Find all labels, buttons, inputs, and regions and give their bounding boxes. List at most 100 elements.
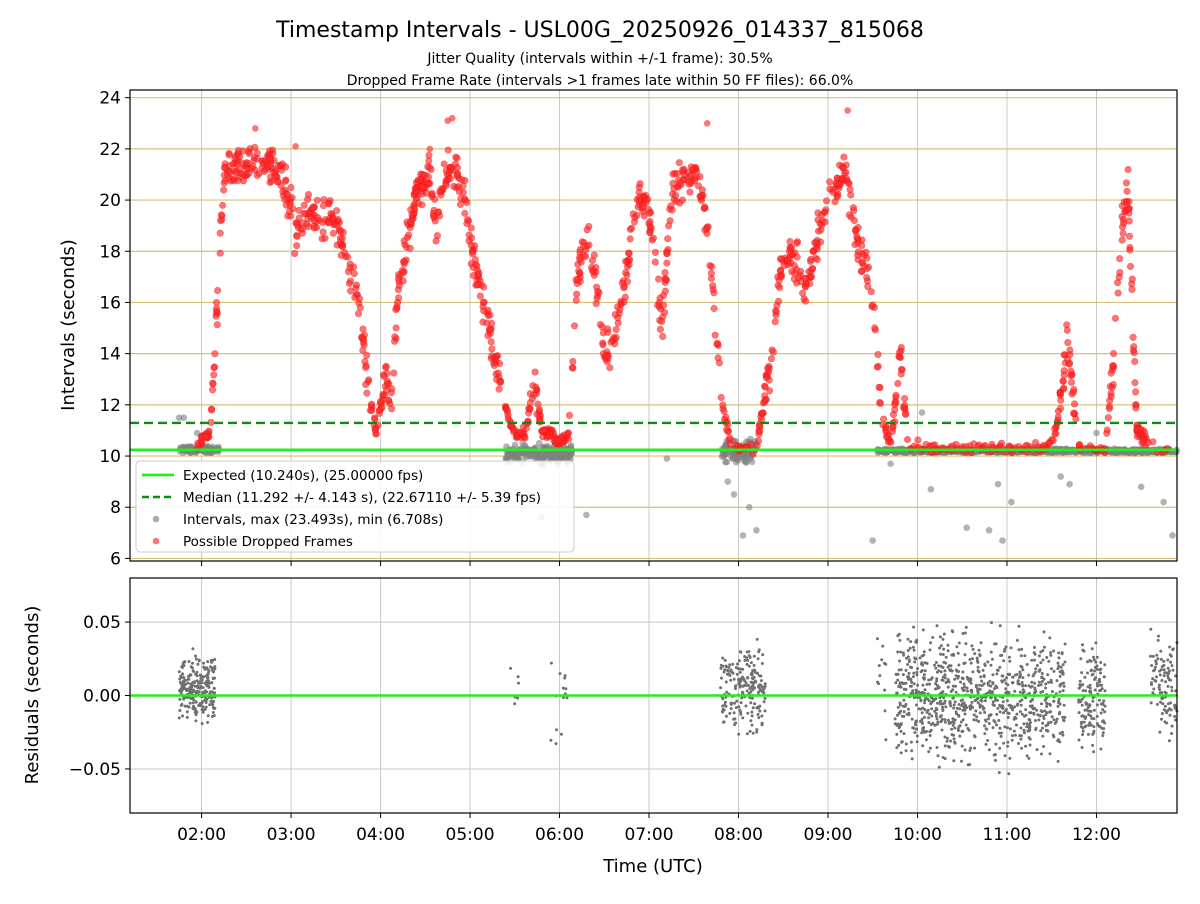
residual-point	[728, 663, 732, 667]
residuals-series	[177, 621, 1179, 776]
residual-point	[902, 698, 906, 702]
residual-point	[1161, 696, 1165, 700]
residual-point	[951, 717, 955, 721]
residual-point	[1056, 667, 1060, 671]
residual-point	[1040, 726, 1044, 730]
dropped-frame-point	[901, 410, 910, 418]
residual-point	[980, 696, 984, 700]
x-tick-label-02:00: 02:00	[177, 825, 226, 845]
residual-point	[1007, 712, 1011, 715]
residual-point	[1044, 682, 1048, 686]
residual-point	[1020, 698, 1024, 702]
residual-point	[943, 673, 947, 677]
residual-point	[962, 682, 966, 686]
residual-point	[760, 662, 764, 665]
residual-point	[991, 681, 995, 685]
dropped-frame-point	[1122, 179, 1130, 187]
residual-point	[1041, 649, 1045, 653]
residual-point	[1017, 648, 1021, 652]
residual-point	[992, 719, 996, 723]
residual-point	[906, 649, 910, 652]
dropped-frame-point	[319, 202, 328, 210]
residual-point	[971, 706, 975, 709]
residual-point	[1165, 721, 1169, 725]
dropped-frame-point	[981, 441, 989, 450]
residual-point	[198, 686, 202, 690]
dropped-frame-point	[788, 268, 796, 276]
dropped-frame-point	[852, 226, 860, 234]
dropped-frame-point	[321, 234, 329, 242]
dropped-frame-point	[1114, 289, 1122, 297]
residual-point	[1057, 699, 1061, 703]
dropped-frame-point	[267, 161, 275, 170]
residual-point	[921, 706, 925, 710]
dropped-frame-point	[569, 357, 577, 366]
dropped-frame-point	[590, 251, 598, 259]
residual-point	[909, 640, 913, 644]
dropped-frame-point	[325, 199, 333, 207]
residual-point	[189, 665, 193, 669]
residual-point	[902, 710, 906, 714]
residual-point	[994, 742, 998, 746]
residual-point	[953, 718, 957, 722]
dropped-frame-point	[813, 256, 821, 264]
residual-point	[1150, 664, 1154, 667]
dropped-frame-point	[719, 401, 727, 409]
residual-point	[208, 665, 212, 669]
dropped-frame-point	[461, 209, 469, 217]
dropped-frame-point	[835, 180, 844, 188]
dropped-frame-point	[1124, 165, 1132, 174]
dropped-frame-point	[483, 319, 491, 327]
dropped-frame-point	[425, 157, 433, 165]
dropped-frame-point	[516, 428, 524, 437]
intervals-frame	[129, 89, 1178, 562]
residual-point	[563, 676, 567, 680]
residual-point	[894, 681, 898, 685]
residual-point	[748, 696, 752, 700]
residual-point	[969, 689, 973, 692]
residual-point	[1017, 742, 1020, 745]
residual-point	[187, 674, 190, 678]
dropped-frame-point	[1131, 388, 1140, 396]
dropped-frame-point	[486, 325, 494, 333]
residual-point	[1041, 690, 1045, 693]
residual-point	[1166, 658, 1170, 662]
dropped-frame-point	[490, 362, 498, 370]
dropped-frame-point	[217, 211, 225, 219]
residual-point	[184, 682, 188, 686]
residual-point	[1081, 683, 1085, 687]
residual-point	[554, 742, 558, 746]
residual-point	[1098, 725, 1102, 728]
residual-point	[898, 638, 902, 642]
dropped-frame-point	[864, 282, 872, 291]
dropped-frame-point	[1105, 404, 1113, 413]
dropped-frame-point	[337, 251, 345, 259]
dropped-frame-point	[450, 182, 458, 190]
intervals-legend: Expected (10.240s), (25.00000 fps) Median…	[135, 460, 575, 553]
residual-point	[198, 673, 202, 677]
dropped-frame-point	[1072, 415, 1080, 423]
residual-point	[904, 668, 908, 672]
residual-point	[915, 734, 919, 738]
dropped-frame-point	[251, 143, 259, 151]
residual-point	[928, 712, 931, 716]
residual-point	[187, 660, 191, 663]
residual-point	[922, 726, 926, 730]
residual-point	[975, 718, 978, 722]
residual-point	[953, 700, 957, 704]
residual-point	[961, 670, 965, 674]
residual-point	[900, 740, 904, 744]
interval-point-outlier	[994, 480, 1002, 488]
dropped-frame-point	[858, 259, 867, 267]
residual-point	[978, 703, 982, 707]
residual-point	[1042, 745, 1046, 748]
residual-point	[1006, 726, 1009, 730]
residual-point	[911, 645, 915, 649]
residual-point	[976, 687, 980, 691]
residual-point	[897, 743, 901, 747]
dropped-frame-point	[244, 159, 252, 168]
dropped-frame-point	[618, 279, 627, 287]
residual-point	[975, 715, 979, 719]
residual-point	[943, 744, 947, 748]
dropped-frame-point	[860, 252, 868, 260]
